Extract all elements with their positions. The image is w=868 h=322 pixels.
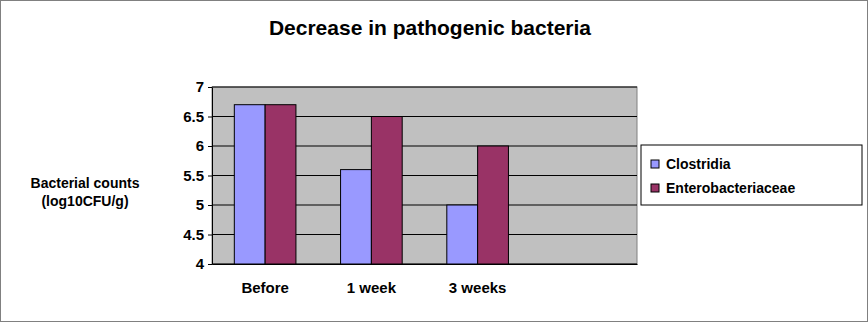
plot-area [212, 87, 637, 264]
y-tick-mark [208, 117, 212, 118]
x-tick-label: Before [241, 279, 289, 296]
bar [478, 146, 509, 264]
y-tick-mark [208, 205, 212, 206]
bar [341, 170, 372, 264]
y-tick-label: 6.5 [183, 108, 204, 125]
y-tick-mark [208, 264, 212, 265]
y-axis-title-line: Bacterial counts [31, 175, 140, 191]
legend-label: Clostridia [666, 156, 731, 172]
y-tick-label: 6 [196, 137, 204, 154]
bars [234, 105, 508, 264]
x-axis-line [213, 264, 638, 265]
y-tick: 4.5 [183, 226, 212, 243]
y-tick: 6.5 [183, 108, 212, 125]
title: Decrease in pathogenic bacteria [269, 16, 591, 39]
y-tick-mark [208, 146, 212, 147]
y-tick: 5.5 [183, 167, 212, 184]
legend-box [641, 145, 862, 205]
x-tick: Before [241, 264, 289, 296]
bar [234, 105, 265, 264]
x-tick: 1 week [347, 264, 397, 296]
legend: Clostridia Enterobacteriaceae [641, 145, 862, 205]
y-tick-mark [208, 87, 212, 88]
chart: Decrease in pathogenic bacteria 4 4.5 5 5.5 6… [0, 0, 868, 322]
bar [447, 205, 478, 264]
y-tick-mark [208, 235, 212, 236]
y-tick: 4 [196, 255, 212, 272]
y-tick-label: 4 [196, 255, 205, 272]
y-axis-title: Bacterial counts (log10CFU/g) [31, 175, 140, 209]
y-tick: 6 [196, 137, 212, 154]
y-tick-label: 5 [196, 196, 204, 213]
grid [212, 87, 637, 264]
x-axis: Before 1 week 3 weeks [213, 264, 638, 296]
legend-swatch [651, 160, 659, 168]
y-tick-mark [208, 176, 212, 177]
y-tick-label: 5.5 [183, 167, 204, 184]
y-tick-label: 4.5 [183, 226, 204, 243]
y-tick: 7 [196, 78, 212, 95]
y-tick-label: 7 [196, 78, 204, 95]
bar [371, 117, 402, 265]
x-tick: 3 weeks [449, 264, 507, 296]
y-tick: 5 [196, 196, 212, 213]
legend-swatch [651, 184, 659, 192]
bar [265, 105, 296, 264]
y-axis: 4 4.5 5 5.5 6 6.5 7 [183, 78, 212, 272]
x-tick-label: 3 weeks [449, 279, 507, 296]
legend-label: Enterobacteriaceae [666, 180, 795, 196]
y-axis-line [212, 88, 213, 265]
x-tick-label: 1 week [347, 279, 397, 296]
y-axis-title-line: (log10CFU/g) [41, 193, 128, 209]
chart-border [1, 1, 868, 322]
grid-line [212, 87, 637, 88]
